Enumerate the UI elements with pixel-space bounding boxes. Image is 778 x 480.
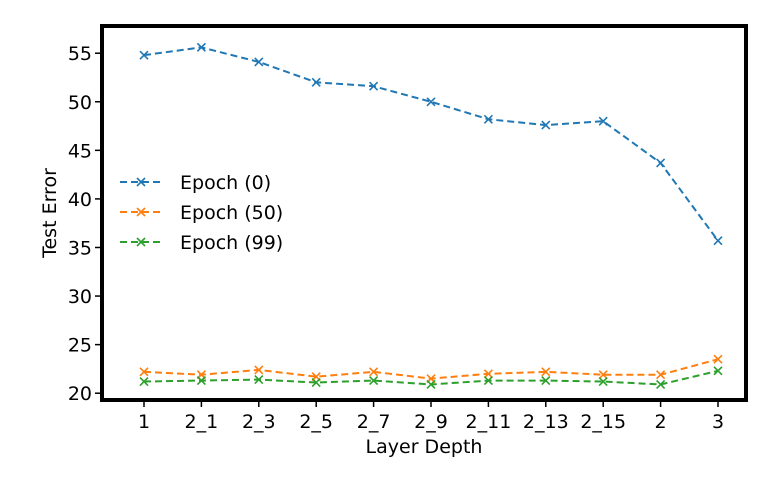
data-point-1-4 xyxy=(369,367,379,377)
x-tick-label-7: 2_13 xyxy=(523,411,569,433)
x-tick-label-10: 3 xyxy=(712,411,724,433)
axes-layer: 20 25 30 35 40 45 50 55 1 2_1 2_3 2_5 2_7 2_9 2_11 2_13… xyxy=(68,43,724,433)
x-tick-label-6: 2_11 xyxy=(466,411,512,433)
data-point-1-2 xyxy=(254,365,264,375)
legend-marker-0 xyxy=(136,177,146,187)
data-point-2-8 xyxy=(598,376,608,387)
legend-label-0: Epoch (0) xyxy=(180,172,271,194)
data-point-1-8 xyxy=(598,370,608,380)
x-tick-label-0: 1 xyxy=(138,411,150,433)
x-tick-label-3: 2_5 xyxy=(299,411,333,433)
x-axis-label: Layer Depth xyxy=(366,436,483,458)
data-point-0-5 xyxy=(426,97,436,107)
x-tick-label-9: 2 xyxy=(655,411,667,433)
x-tick-label-1: 2_1 xyxy=(185,411,219,433)
data-point-2-6 xyxy=(483,376,493,386)
y-tick-label-6: 50 xyxy=(68,92,92,114)
data-point-2-1 xyxy=(196,376,206,386)
data-point-1-10 xyxy=(713,354,723,364)
data-point-1-9 xyxy=(656,370,666,380)
data-point-2-2 xyxy=(254,375,264,385)
plot-frame xyxy=(100,24,748,402)
data-point-0-4 xyxy=(369,81,379,91)
data-point-0-9 xyxy=(656,158,666,168)
data-point-0-3 xyxy=(311,77,321,87)
series-line-1 xyxy=(143,358,719,380)
legend-label-1: Epoch (50) xyxy=(180,202,283,224)
data-point-0-2 xyxy=(254,57,264,67)
data-point-2-5 xyxy=(426,379,436,390)
legend-label-2: Epoch (99) xyxy=(180,232,283,254)
y-tick-label-3: 35 xyxy=(68,237,92,259)
legend-marker-1 xyxy=(136,207,146,217)
data-point-0-6 xyxy=(483,114,493,124)
x-tick-label-5: 2_9 xyxy=(414,411,448,433)
data-point-2-7 xyxy=(541,376,551,386)
data-point-1-7 xyxy=(541,367,551,377)
data-point-2-10 xyxy=(713,366,723,376)
y-tick-label-4: 40 xyxy=(68,189,92,211)
data-point-0-7 xyxy=(541,120,551,130)
data-point-0-0 xyxy=(139,50,149,60)
x-tick-label-4: 2_7 xyxy=(357,411,391,433)
data-point-2-9 xyxy=(656,379,666,390)
y-tick-label-7: 55 xyxy=(68,43,92,65)
y-tick-label-5: 45 xyxy=(68,140,92,162)
data-point-1-6 xyxy=(483,369,493,379)
legend: Epoch (0) Epoch (50) Epoch (99) xyxy=(120,172,283,254)
data-point-2-3 xyxy=(311,377,321,388)
y-axis-label: Test Error xyxy=(39,168,61,259)
data-point-2-0 xyxy=(139,376,149,387)
y-tick-label-0: 20 xyxy=(68,383,92,405)
y-tick-label-1: 25 xyxy=(68,335,92,357)
data-point-0-8 xyxy=(598,116,608,126)
x-tick-label-2: 2_3 xyxy=(242,411,276,433)
x-tick-label-8: 2_15 xyxy=(580,411,626,433)
legend-marker-2 xyxy=(136,237,146,247)
data-point-0-1 xyxy=(196,42,206,52)
marks-layer xyxy=(139,42,723,390)
data-point-1-0 xyxy=(139,367,149,377)
data-point-0-10 xyxy=(713,236,723,246)
data-point-2-4 xyxy=(369,376,379,386)
y-tick-label-2: 30 xyxy=(68,286,92,308)
